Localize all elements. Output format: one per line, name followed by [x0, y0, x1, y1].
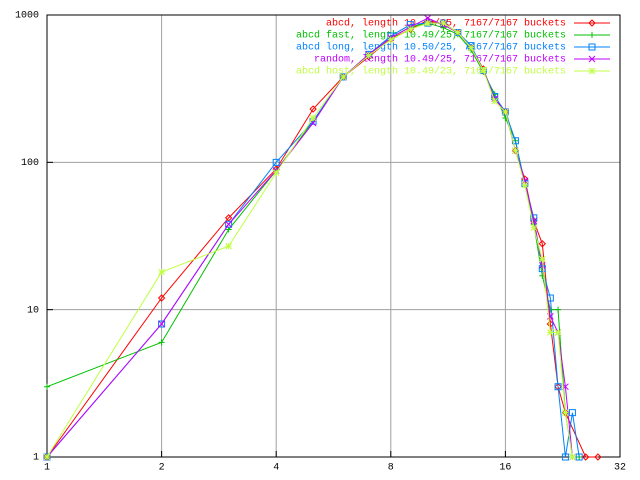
data-point	[554, 383, 562, 391]
data-point	[440, 19, 447, 27]
data-point	[530, 214, 538, 222]
data-point	[387, 36, 395, 44]
data-point	[547, 306, 554, 313]
data-point	[561, 453, 569, 461]
plot-frame	[46, 14, 621, 458]
data-point	[158, 320, 166, 328]
data-point	[530, 224, 538, 232]
data-point	[272, 158, 280, 166]
data-point	[538, 240, 547, 248]
data-point	[158, 268, 165, 276]
data-point	[479, 67, 487, 75]
data-point	[562, 409, 569, 417]
x-tick-label: 32	[614, 463, 626, 474]
data-point	[44, 383, 50, 390]
data-point	[365, 52, 373, 59]
data-point	[511, 137, 519, 145]
data-point	[309, 114, 317, 122]
data-point	[225, 220, 233, 228]
data-point	[406, 25, 414, 33]
data-point	[43, 453, 51, 461]
data-point	[491, 97, 499, 105]
data-point	[309, 105, 317, 113]
data-point	[454, 29, 462, 36]
series-line	[46, 22, 573, 458]
data-point	[339, 73, 347, 81]
data-point	[569, 453, 576, 461]
y-tick-label: 1	[33, 453, 39, 464]
legend-marker	[588, 55, 596, 63]
x-tick-label: 1	[44, 463, 50, 474]
data-point	[467, 42, 475, 50]
x-tick-label: 2	[159, 463, 165, 474]
data-point	[581, 453, 590, 461]
data-point	[158, 320, 165, 328]
legend-label: abcd long, length 10.50/25, 7167/7167 bu…	[296, 42, 566, 54]
x-tick-label: 16	[499, 463, 511, 474]
data-point	[424, 19, 432, 27]
x-tick-label: 4	[273, 463, 279, 474]
data-point	[479, 67, 487, 74]
data-point	[538, 255, 546, 263]
data-point	[547, 329, 554, 336]
data-point	[272, 169, 280, 177]
legend-marker	[588, 43, 596, 51]
data-point	[521, 181, 529, 189]
data-point	[491, 92, 499, 100]
y-tick-label: 1000	[15, 11, 39, 22]
legend-label: abcd host, length 10.49/23, 7167/7167 bu…	[296, 66, 566, 78]
data-point	[575, 453, 583, 461]
x-tick-label: 8	[388, 463, 394, 474]
data-point	[339, 73, 347, 81]
data-point	[554, 329, 562, 336]
legend-marker	[589, 32, 595, 38]
data-point	[538, 261, 546, 269]
legend-marker	[588, 19, 596, 27]
data-point	[157, 294, 166, 302]
data-point	[467, 44, 475, 52]
legend-label: random, length 10.49/25, 7167/7167 bucke…	[314, 54, 566, 66]
data-point	[158, 339, 165, 346]
data-point	[225, 220, 232, 228]
y-tick-label: 10	[27, 305, 39, 316]
data-point	[424, 14, 432, 22]
legend-marker	[588, 67, 596, 75]
data-point	[512, 147, 519, 155]
data-point	[406, 21, 414, 29]
data-point	[555, 306, 562, 313]
data-point	[594, 453, 602, 461]
legend-label: abcd fast, length 10.49/25, 7167/7167 bu…	[296, 30, 566, 42]
y-tick-label: 100	[21, 158, 39, 169]
data-point	[225, 242, 232, 250]
data-point	[502, 108, 509, 116]
data-point	[568, 409, 576, 417]
